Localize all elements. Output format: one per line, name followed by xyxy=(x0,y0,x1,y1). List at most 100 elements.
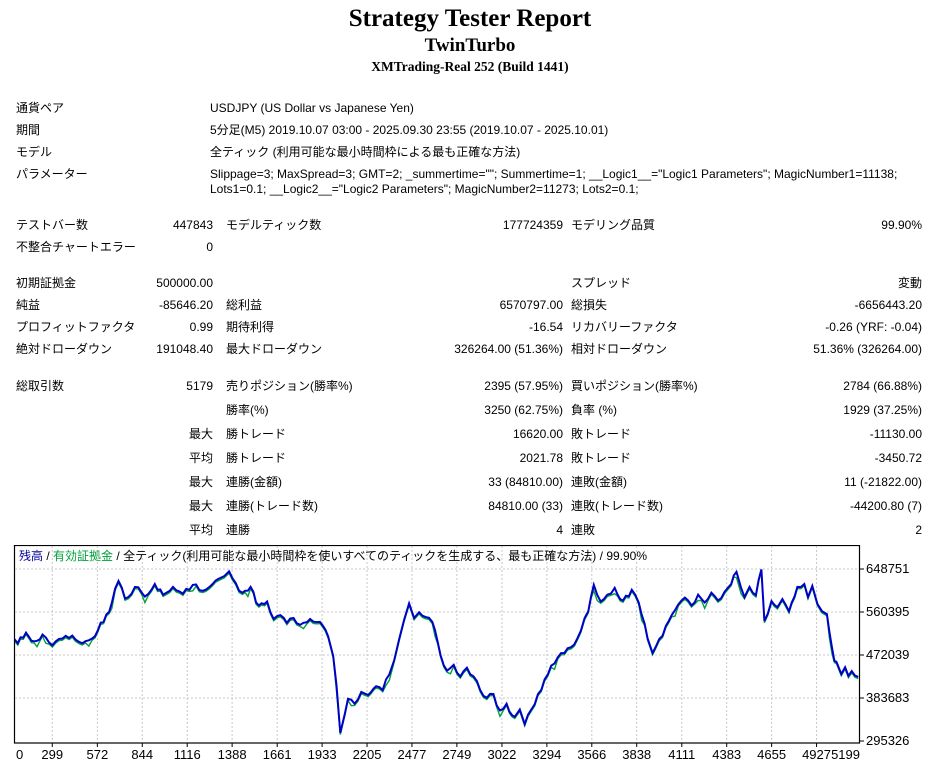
stat-value: 最大 xyxy=(188,427,213,441)
stat-value: 平均 xyxy=(188,523,213,537)
stat-label: 敗トレード xyxy=(571,451,632,465)
x-axis-label: 1661 xyxy=(262,747,292,761)
stat-value: 変動 xyxy=(897,276,922,290)
chart-canvas xyxy=(13,545,864,747)
info-value: USDJPY (US Dollar vs Japanese Yen) xyxy=(210,101,414,115)
stats-section-profit: 初期証拠金 500000.00 スプレッド 変動 純益 -85646.20 総利益 65707… xyxy=(0,272,940,360)
x-axis-label: 299 xyxy=(41,747,64,761)
stats-row: テストバー数 447843 モデルティック数 177724359 モデリング品質 99.9… xyxy=(0,214,940,236)
x-axis-label: 3022 xyxy=(487,747,517,761)
stat-label: 最大ドローダウン xyxy=(226,342,323,356)
stat-value: -0.26 (YRF: -0.04) xyxy=(825,320,922,334)
stat-value: 326264.00 (51.36%) xyxy=(454,342,563,356)
stat-value xyxy=(146,398,213,422)
server-build: XMTrading-Real 252 (Build 1441) xyxy=(371,59,569,74)
stat-label: 買いポジション(勝率%) xyxy=(571,379,698,393)
legend-quality-label: 99.90% xyxy=(606,549,648,563)
stat-label: 連勝(トレード数) xyxy=(226,499,318,513)
stat-label: 相対ドローダウン xyxy=(571,342,668,356)
stat-value: 16620.00 xyxy=(512,427,563,441)
stat-label xyxy=(16,494,146,518)
x-axis-label: 4655 xyxy=(757,747,787,761)
stat-value: 11 (-21822.00) xyxy=(844,475,922,489)
stat-value: 平均 xyxy=(188,451,213,465)
x-axis-label: 2205 xyxy=(352,747,382,761)
info-label: 期間 xyxy=(16,123,41,137)
x-axis-label: 4927 xyxy=(802,747,831,761)
x-axis-label: 572 xyxy=(86,747,109,761)
stats-row: 不整合チャートエラー 0 xyxy=(0,236,940,258)
stat-label: 連敗(トレード数) xyxy=(571,499,663,513)
legend-separator: / xyxy=(113,549,124,563)
info-label: パラメーター xyxy=(16,167,88,181)
stat-label: 勝トレード xyxy=(226,427,287,441)
stat-value: 2784 (66.88%) xyxy=(843,379,922,393)
stat-label: 純益 xyxy=(16,298,41,312)
stat-label: リカバリーファクタ xyxy=(571,320,678,334)
stat-label: 総取引数 xyxy=(16,379,65,393)
stat-value: 84810.00 (33) xyxy=(488,499,563,513)
info-label: 通貨ペア xyxy=(16,101,65,115)
x-axis-label: 1116 xyxy=(173,747,201,761)
stats-row: 勝率(%) 3250 (62.75%) 負率 (%) 1929 (37.25%) xyxy=(0,398,940,422)
stat-label: 連勝(金額) xyxy=(226,475,282,489)
stats-row: 平均 勝トレード 2021.78 敗トレード -3450.72 xyxy=(0,446,940,470)
x-axis-label: 3294 xyxy=(532,747,562,761)
stat-value: 500000.00 xyxy=(156,276,213,290)
stat-label xyxy=(16,422,146,446)
info-row: 期間 5分足(M5) 2019.10.07 03:00 - 2025.09.30 … xyxy=(0,119,940,141)
stat-label xyxy=(16,398,146,422)
y-axis-label: 295326 xyxy=(866,733,910,748)
stat-label xyxy=(16,518,146,542)
stats-row: 総取引数 5179 売りポジション(勝率%) 2395 (57.95%) 買いポジション… xyxy=(0,374,940,398)
legend-separator: / xyxy=(596,549,607,563)
x-axis-label: 2749 xyxy=(442,747,472,761)
info-value: Slippage=3; MaxSpread=3; GMT=2; _summert… xyxy=(210,167,898,196)
stat-label: モデリング品質 xyxy=(571,218,656,232)
stat-label xyxy=(16,470,146,494)
stat-value: 0 xyxy=(206,240,213,254)
x-axis-label: 1388 xyxy=(217,747,247,761)
info-value: 全ティック (利用可能な最小時間枠による最も正確な方法) xyxy=(210,145,521,159)
stat-label: 売りポジション(勝率%) xyxy=(226,379,353,393)
stat-value: 99.90% xyxy=(881,218,922,232)
stat-value: 最大 xyxy=(188,499,213,513)
legend-equity-label: 有効証拠金 xyxy=(53,549,114,563)
stat-label xyxy=(213,236,359,258)
stat-value: 6570797.00 xyxy=(499,298,563,312)
info-label: モデル xyxy=(16,145,53,159)
info-table: 通貨ペア USDJPY (US Dollar vs Japanese Yen) 期間… xyxy=(0,97,940,200)
stat-label: 敗トレード xyxy=(571,427,632,441)
x-axis-label: 4383 xyxy=(712,747,742,761)
equity-chart: 残高 / 有効証拠金 / 全ティック(利用可能な最小時間枠を使いすべてのティック… xyxy=(0,545,940,761)
stat-label xyxy=(563,236,718,258)
stat-value xyxy=(359,272,563,294)
stat-label: スプレッド xyxy=(571,276,632,290)
legend-separator: / xyxy=(43,549,54,563)
x-axis-label: 3838 xyxy=(622,747,652,761)
x-axis-label: 2477 xyxy=(397,747,427,761)
stat-label: 連敗(金額) xyxy=(571,475,627,489)
stat-label: 期待利得 xyxy=(226,320,275,334)
stat-label: モデルティック数 xyxy=(226,218,322,232)
x-axis-label: 0 xyxy=(16,747,24,761)
stat-label: テストバー数 xyxy=(16,218,89,232)
x-axis-label: 844 xyxy=(131,747,154,761)
stat-value: -6656443.20 xyxy=(854,298,922,312)
stat-label: 不整合チャートエラー xyxy=(16,240,136,254)
y-axis-label: 472039 xyxy=(866,646,910,662)
x-axis-label: 5199 xyxy=(831,747,860,761)
stat-value: -85646.20 xyxy=(158,298,213,312)
stats-row: 平均 連勝 4 連敗 2 xyxy=(0,518,940,542)
stat-label: 連勝 xyxy=(226,523,251,537)
stat-value xyxy=(718,236,922,258)
info-row: 通貨ペア USDJPY (US Dollar vs Japanese Yen) xyxy=(0,97,940,119)
x-axis-label: 1933 xyxy=(307,747,337,761)
stat-value: 4 xyxy=(556,523,563,537)
stat-label: 総利益 xyxy=(226,298,263,312)
stat-value xyxy=(359,236,563,258)
stat-value: 447843 xyxy=(172,218,213,232)
legend-balance-label: 残高 xyxy=(19,549,44,563)
stats-tables: テストバー数 447843 モデルティック数 177724359 モデリング品質 99.9… xyxy=(0,214,940,542)
